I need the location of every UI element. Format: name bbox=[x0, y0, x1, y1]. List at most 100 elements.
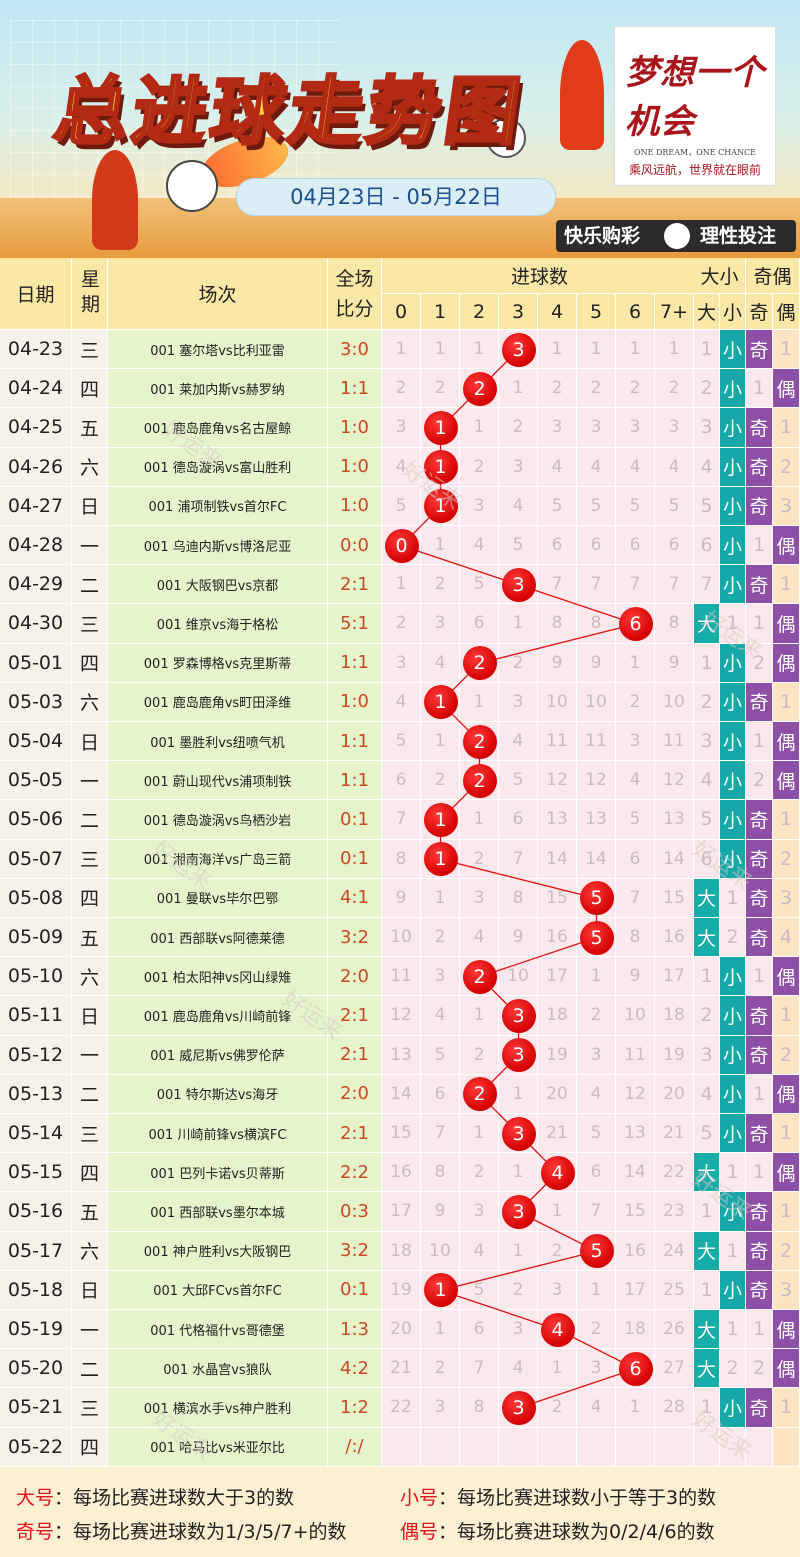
row-weekday: 六 bbox=[72, 682, 108, 722]
goal-marker: 4 bbox=[540, 1155, 575, 1190]
row-score: 0:1 bbox=[328, 1270, 382, 1310]
goal-cell: 2 bbox=[421, 1349, 460, 1389]
goal-cell: 21 bbox=[655, 1114, 694, 1154]
goal-cell: 2 bbox=[382, 369, 421, 409]
goal-cell: 16 bbox=[382, 1153, 421, 1193]
row-weekday: 五 bbox=[72, 918, 108, 958]
goal-cell: 3 bbox=[577, 408, 616, 448]
goal-cell: 13 bbox=[538, 800, 577, 840]
row-match: 001 鹿岛鹿角vs名古屋鲸 bbox=[108, 408, 328, 448]
row-score: 3:2 bbox=[328, 1231, 382, 1271]
row-weekday: 三 bbox=[72, 839, 108, 879]
size-big-cell: 大 bbox=[694, 918, 720, 958]
row-weekday: 二 bbox=[72, 565, 108, 605]
parity-odd-cell: 奇 bbox=[746, 486, 773, 526]
goal-marker: 5 bbox=[579, 881, 614, 916]
row-score: 4:1 bbox=[328, 878, 382, 918]
parity-even-cell: 1 bbox=[773, 800, 800, 840]
parity-odd-cell: 奇 bbox=[746, 996, 773, 1036]
size-big-cell: 大 bbox=[694, 878, 720, 918]
col-header-size-0: 大 bbox=[694, 294, 720, 330]
row-date: 04-29 bbox=[0, 565, 72, 605]
goal-cell: 8 bbox=[655, 604, 694, 644]
size-small-cell: 小 bbox=[720, 996, 746, 1036]
row-date: 05-17 bbox=[0, 1231, 72, 1271]
goal-cell: 7 bbox=[577, 1192, 616, 1232]
goal-cell: 6 bbox=[499, 800, 538, 840]
goal-cell: 10 bbox=[421, 1231, 460, 1271]
legend-small-text: ：每场比赛进球数小于等于3的数 bbox=[438, 1487, 717, 1509]
card-line-chinese: 乘风远航，世界就在眼前 bbox=[628, 163, 761, 177]
goal-cell: 7 bbox=[655, 565, 694, 605]
goal-cell: 2 bbox=[421, 918, 460, 958]
parity-odd-cell: 2 bbox=[746, 761, 773, 801]
parity-odd-cell: 1 bbox=[746, 1074, 773, 1114]
goal-cell bbox=[616, 1427, 655, 1467]
row-date: 04-23 bbox=[0, 330, 72, 370]
goal-cell: 8 bbox=[577, 604, 616, 644]
col-header-week-text: 星期 bbox=[78, 268, 100, 319]
col-header-size-1: 小 bbox=[720, 294, 746, 330]
goal-marker: 5 bbox=[579, 1234, 614, 1269]
goal-cell: 7 bbox=[460, 1349, 499, 1389]
col-header-score-text: 全场比分 bbox=[335, 267, 374, 320]
goal-cell: 13 bbox=[616, 1114, 655, 1154]
size-big-cell: 大 bbox=[694, 1231, 720, 1271]
goal-marker: 2 bbox=[462, 1077, 497, 1112]
goal-marker: 3 bbox=[501, 1391, 536, 1425]
row-score: 3:2 bbox=[328, 918, 382, 958]
size-big-cell: 2 bbox=[694, 996, 720, 1036]
row-weekday: 六 bbox=[72, 957, 108, 997]
col-header-goal-5: 5 bbox=[577, 294, 616, 330]
row-date: 05-13 bbox=[0, 1074, 72, 1114]
goal-marker: 1 bbox=[423, 685, 458, 720]
goal-cell: 3 bbox=[616, 722, 655, 762]
goal-marker: 1 bbox=[423, 803, 458, 837]
row-score: 0:1 bbox=[328, 839, 382, 879]
size-big-cell: 3 bbox=[694, 722, 720, 762]
goal-cell: 5 bbox=[382, 722, 421, 762]
row-weekday: 日 bbox=[72, 1270, 108, 1310]
parity-even-cell: 2 bbox=[773, 1231, 800, 1271]
goal-cell: 6 bbox=[616, 526, 655, 566]
size-big-cell: 1 bbox=[694, 1192, 720, 1232]
parity-even-cell: 偶 bbox=[773, 722, 800, 762]
row-score: 1:2 bbox=[328, 1388, 382, 1428]
goal-cell: 24 bbox=[655, 1231, 694, 1271]
row-match: 001 塞尔塔vs比利亚雷 bbox=[108, 330, 328, 370]
parity-even-cell: 1 bbox=[773, 996, 800, 1036]
goal-cell: 3 bbox=[499, 682, 538, 722]
goal-cell: 21 bbox=[538, 1114, 577, 1154]
goal-cell: 2 bbox=[421, 761, 460, 801]
goal-cell: 5 bbox=[616, 486, 655, 526]
goal-cell: 5 bbox=[460, 1270, 499, 1310]
goal-cell: 6 bbox=[460, 604, 499, 644]
goal-cell: 10 bbox=[577, 682, 616, 722]
size-small-cell: 小 bbox=[720, 526, 746, 566]
row-score: 3:0 bbox=[328, 330, 382, 370]
legend-odd-label: 奇号 bbox=[16, 1521, 55, 1543]
row-date: 05-22 bbox=[0, 1427, 72, 1467]
goal-cell: 8 bbox=[421, 1153, 460, 1193]
row-weekday: 日 bbox=[72, 486, 108, 526]
size-small-cell: 小 bbox=[720, 408, 746, 448]
goal-cell: 3 bbox=[421, 1388, 460, 1428]
size-big-cell: 2 bbox=[694, 682, 720, 722]
goal-cell: 11 bbox=[616, 1035, 655, 1075]
goal-marker: 3 bbox=[501, 999, 536, 1033]
parity-odd-cell: 奇 bbox=[746, 1192, 773, 1232]
size-big-cell: 大 bbox=[694, 1310, 720, 1350]
goal-cell: 8 bbox=[499, 878, 538, 918]
size-big-cell: 4 bbox=[694, 761, 720, 801]
goal-cell: 12 bbox=[538, 761, 577, 801]
row-date: 05-16 bbox=[0, 1192, 72, 1232]
row-date: 05-20 bbox=[0, 1349, 72, 1389]
row-weekday: 四 bbox=[72, 1427, 108, 1467]
size-small-cell: 小 bbox=[720, 1114, 746, 1154]
goal-cell: 2 bbox=[460, 1153, 499, 1193]
goal-cell: 2 bbox=[421, 565, 460, 605]
goal-cell: 23 bbox=[655, 1192, 694, 1232]
size-big-cell: 1 bbox=[694, 1388, 720, 1428]
goal-cell: 20 bbox=[538, 1074, 577, 1114]
goal-cell: 10 bbox=[499, 957, 538, 997]
